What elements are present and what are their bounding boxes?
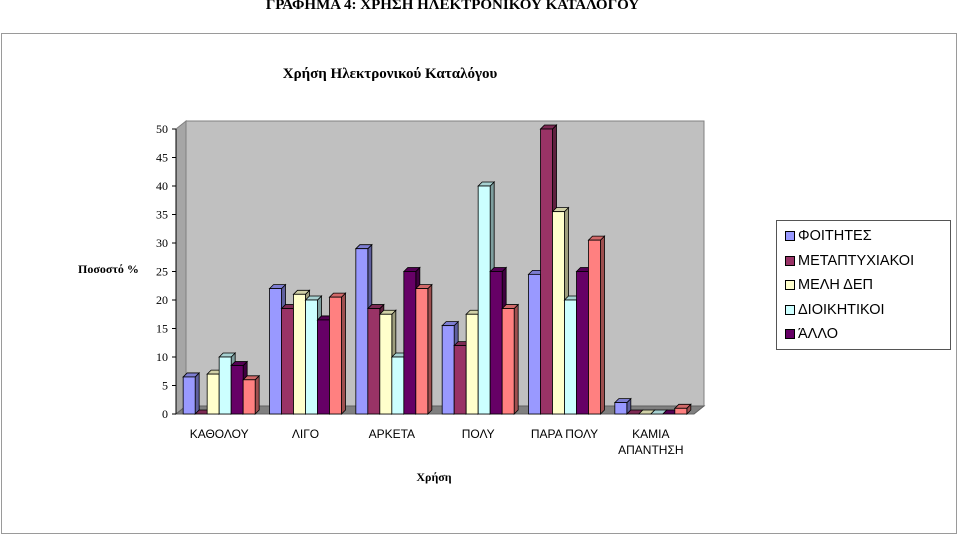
bar-front <box>305 299 318 415</box>
x-tick-label: ΛΙΓΟ <box>292 427 319 441</box>
bar-front <box>317 319 330 415</box>
bar-front <box>415 288 429 415</box>
legend-label: ΔΙΟΙΚΗΤΙΚΟΙ <box>798 301 885 318</box>
y-tick-label: 5 <box>162 379 168 393</box>
y-tick-label: 25 <box>156 265 168 279</box>
bar <box>182 371 201 415</box>
bar-front <box>614 402 628 415</box>
y-tick-label: 50 <box>156 122 168 136</box>
plot-side-wall <box>175 119 187 416</box>
document-title: ΓΡΑΦΗΜΑ 4: ΧΡΗΣΗ ΗΛΕΚΤΡΟΝΙΚΟΥ ΚΑΤΑΛΟΓΟΥ <box>265 0 640 13</box>
y-tick-label: 15 <box>156 322 168 336</box>
bar <box>587 235 606 415</box>
x-axis-label: Χρήση <box>416 470 452 484</box>
bar <box>328 292 347 415</box>
x-tick-label: ΑΠΑΝΤΗΣΗ <box>618 443 683 457</box>
legend-item: ΜΕΤΑΠΤΥΧΙΑΚΟΙ <box>785 249 950 274</box>
bar-front <box>588 239 601 415</box>
legend-swatch <box>785 255 795 266</box>
legend-item: ΆΛΛΟ <box>785 322 950 347</box>
y-tick-label: 20 <box>156 293 168 307</box>
bar-front <box>564 299 577 415</box>
bar-front <box>674 407 688 415</box>
legend-swatch <box>785 231 795 242</box>
y-tick-label: 30 <box>156 236 168 250</box>
bar <box>242 374 261 415</box>
bar-front <box>453 345 467 415</box>
bar-front <box>182 376 196 415</box>
bar <box>673 403 692 415</box>
bar-front <box>230 365 244 415</box>
bar-front <box>329 296 342 415</box>
y-tick-label: 0 <box>162 407 168 421</box>
x-tick-label: ΠΑΡΑ ΠΟΛΥ <box>531 427 598 441</box>
legend-item: ΦΟΙΤΗΤΕΣ <box>785 224 950 249</box>
bar-front <box>391 356 405 415</box>
bar-side <box>254 374 260 415</box>
legend-label: ΜΕΤΑΠΤΥΧΙΑΚΟΙ <box>798 252 915 269</box>
y-tick-label: 40 <box>156 179 168 193</box>
bar-side <box>194 371 200 415</box>
bar-front <box>367 308 381 415</box>
bar-front <box>379 313 393 415</box>
legend-label: ΦΟΙΤΗΤΕΣ <box>798 228 872 245</box>
bar-front <box>403 271 417 415</box>
y-tick-label: 35 <box>156 208 168 222</box>
bar-front <box>501 308 515 415</box>
bar-front <box>269 288 282 415</box>
bar <box>414 283 433 415</box>
bar-front <box>441 325 455 415</box>
y-tick-label: 10 <box>156 350 168 364</box>
legend-label: ΜΕΛΗ ΔΕΠ <box>798 277 873 294</box>
bar <box>613 397 632 415</box>
bar-front <box>465 313 479 415</box>
bar-front <box>355 248 369 415</box>
bar-front <box>281 308 294 415</box>
x-tick-label: ΚΑΜΙΑ <box>632 427 669 441</box>
bar <box>501 303 520 415</box>
legend-item: ΜΕΛΗ ΔΕΠ <box>785 273 950 298</box>
bar-front <box>218 356 232 415</box>
x-tick-label: ΚΑΘΟΛΟΥ <box>190 427 249 441</box>
legend-swatch <box>785 329 795 340</box>
bar-side <box>427 283 433 415</box>
bar-front <box>242 379 256 415</box>
bar-front <box>540 128 553 415</box>
legend-swatch <box>785 280 795 291</box>
y-tick-label: 45 <box>156 151 168 165</box>
bar-front <box>528 273 541 415</box>
x-tick-label: ΠΟΛΥ <box>462 427 495 441</box>
chart-legend: ΦΟΙΤΗΤΕΣ ΜΕΤΑΠΤΥΧΙΑΚΟΙ ΜΕΛΗ ΔΕΠ ΔΙΟΙΚΗΤΙΚΟΙ… <box>776 220 951 350</box>
bar-side <box>341 292 346 415</box>
legend-item: ΔΙΟΙΚΗΤΙΚΟΙ <box>785 298 950 323</box>
chart-title: Χρήση Ηλεκτρονικού Καταλόγου <box>282 66 498 82</box>
bar-side <box>600 235 605 415</box>
x-tick-label: ΑΡΚΕΤΑ <box>369 427 415 441</box>
bar-front <box>489 271 503 415</box>
bar-front <box>552 211 565 415</box>
bar-front <box>293 293 306 415</box>
y-axis-label: Ποσοστό % <box>78 262 139 276</box>
bar-front <box>576 271 589 415</box>
bar-front <box>206 373 220 415</box>
legend-swatch <box>785 304 795 315</box>
bar-side <box>513 303 519 415</box>
legend-label: ΆΛΛΟ <box>798 326 839 343</box>
bar-front <box>477 185 491 415</box>
